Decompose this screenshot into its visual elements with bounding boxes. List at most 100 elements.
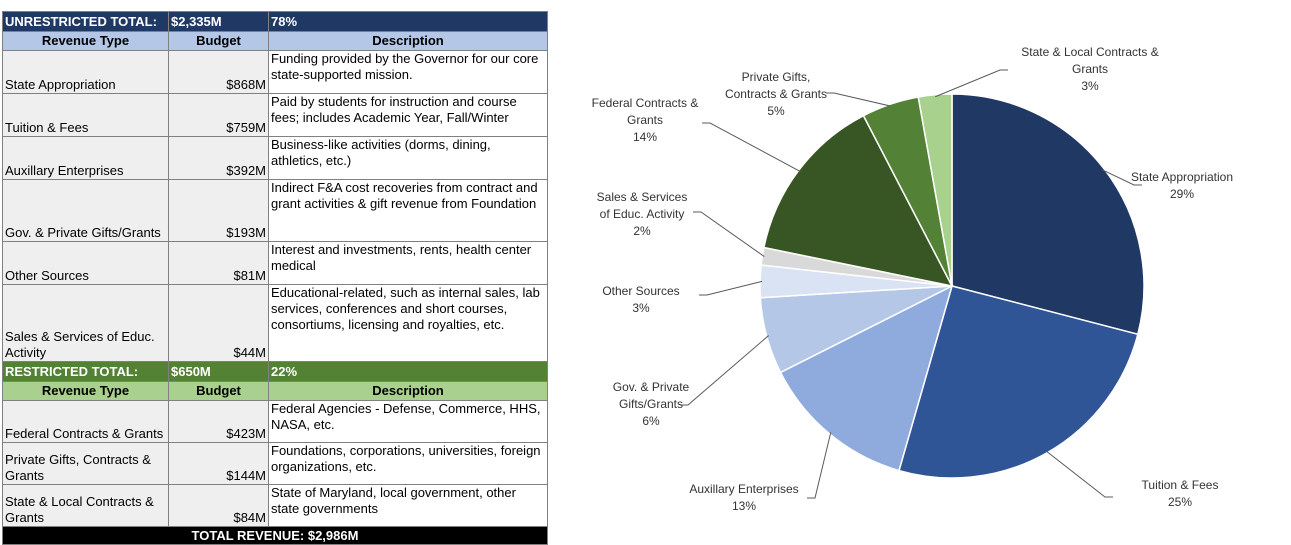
- slice-label: Federal Contracts & Grants 14%: [592, 96, 699, 144]
- description-cell: State of Maryland, local government, oth…: [268, 484, 548, 527]
- slice-name: Sales & Services: [597, 190, 688, 204]
- unrestricted-total-row: UNRESTRICTED TOTAL: $2,335M 78%: [2, 11, 548, 32]
- leader-line: [935, 69, 1008, 98]
- table-row: Sales & Services of Educ. Activity $44M Ed…: [2, 284, 548, 362]
- slice-name: Other Sources: [602, 284, 679, 298]
- table-row: Other Sources $81M Interest and investment…: [2, 241, 548, 285]
- slice-name: Private Gifts,: [742, 70, 811, 84]
- header-description: Description: [268, 31, 548, 51]
- leader-line: [702, 122, 801, 172]
- budget-cell: $868M: [168, 50, 269, 94]
- slice-label: Auxillary Enterprises 13%: [689, 482, 798, 513]
- slice-label: Gov. & Private Gifts/Grants 6%: [613, 380, 690, 428]
- description-cell: Foundations, corporations, universities,…: [268, 442, 548, 485]
- slice-name: Gov. & Private: [613, 380, 690, 394]
- description-cell: Paid by students for instruction and cou…: [268, 93, 548, 137]
- leader-line: [680, 335, 769, 406]
- revenue-type-cell: Gov. & Private Gifts/Grants: [2, 179, 169, 242]
- slice-percent: 13%: [732, 499, 756, 513]
- slice-label: Private Gifts, Contracts & Grants 5%: [725, 70, 827, 118]
- leader-line: [1045, 450, 1113, 498]
- restricted-total-row-label: RESTRICTED TOTAL:: [2, 361, 169, 382]
- slice-percent: 14%: [633, 130, 657, 144]
- revenue-type-cell: Federal Contracts & Grants: [2, 400, 169, 443]
- header-description: Description: [268, 381, 548, 401]
- leader-line: [826, 92, 891, 107]
- budget-cell: $84M: [168, 484, 269, 527]
- description-cell: Interest and investments, rents, health …: [268, 241, 548, 285]
- slice-percent: 3%: [1081, 79, 1099, 93]
- description-cell: Business-like activities (dorms, dining,…: [268, 136, 548, 180]
- unrestricted-header-row: Revenue Type Budget Description: [2, 31, 548, 51]
- leader-line: [693, 211, 765, 257]
- slice-name: Auxillary Enterprises: [689, 482, 798, 496]
- header-revenue-type: Revenue Type: [2, 31, 169, 51]
- revenue-type-cell: Sales & Services of Educ. Activity: [2, 284, 169, 362]
- description-cell: Indirect F&A cost recoveries from contra…: [268, 179, 548, 242]
- revenue-table: UNRESTRICTED TOTAL: $2,335M 78% Revenue Typ…: [2, 11, 548, 545]
- budget-cell: $44M: [168, 284, 269, 362]
- revenue-type-cell: Other Sources: [2, 241, 169, 285]
- leader-line: [699, 280, 763, 296]
- budget-cell: $81M: [168, 241, 269, 285]
- table-row: Gov. & Private Gifts/Grants $193M Indirect…: [2, 179, 548, 242]
- revenue-type-cell: State & Local Contracts & Grants: [2, 484, 169, 527]
- slice-name: Tuition & Fees: [1142, 478, 1219, 492]
- header-budget: Budget: [168, 381, 269, 401]
- revenue-type-cell: Private Gifts, Contracts & Grants: [2, 442, 169, 485]
- slice-percent: 29%: [1170, 187, 1194, 201]
- table-row: Auxillary Enterprises $392M Business-like …: [2, 136, 548, 180]
- total-revenue: TOTAL REVENUE: $2,986M: [2, 526, 548, 545]
- slice-name-line: of Educ. Activity: [600, 207, 685, 221]
- header-revenue-type: Revenue Type: [2, 381, 169, 401]
- table-row: State & Local Contracts & Grants $84M Stat…: [2, 484, 548, 527]
- slice-name: Federal Contracts &: [592, 96, 699, 110]
- unrestricted-total-row-label: UNRESTRICTED TOTAL:: [2, 11, 169, 32]
- slice-name: State Appropriation: [1131, 170, 1233, 184]
- slice-percent: 25%: [1168, 495, 1192, 509]
- restricted-total-row-budget: $650M: [168, 361, 269, 382]
- budget-cell: $423M: [168, 400, 269, 443]
- slice-label: Tuition & Fees 25%: [1142, 478, 1219, 509]
- slice-label: State Appropriation 29%: [1131, 170, 1233, 201]
- leader-line: [1102, 169, 1142, 186]
- leader-line: [807, 432, 832, 499]
- slice-percent: 3%: [632, 301, 650, 315]
- restricted-total-row-pct: 22%: [268, 361, 548, 382]
- pie-slice: [898, 285, 1139, 479]
- revenue-type-cell: State Appropriation: [2, 50, 169, 94]
- slice-name-line: Gifts/Grants: [619, 397, 683, 411]
- revenue-type-cell: Auxillary Enterprises: [2, 136, 169, 180]
- description-cell: Funding provided by the Governor for our…: [268, 50, 548, 94]
- description-cell: Federal Agencies - Defense, Commerce, HH…: [268, 400, 548, 443]
- restricted-header-row: Revenue Type Budget Description: [2, 381, 548, 401]
- unrestricted-total-row-pct: 78%: [268, 11, 548, 32]
- description-cell: Educational-related, such as internal sa…: [268, 284, 548, 362]
- restricted-total-row: RESTRICTED TOTAL: $650M 22%: [2, 361, 548, 382]
- slice-name-line: Grants: [1072, 62, 1108, 76]
- table-row: Private Gifts, Contracts & Grants $144M Fo…: [2, 442, 548, 485]
- table-row: Tuition & Fees $759M Paid by students for …: [2, 93, 548, 137]
- budget-cell: $759M: [168, 93, 269, 137]
- pie-slice: [779, 284, 954, 472]
- revenue-pie-chart: State Appropriation 29% Tuition & Fees 25% A…: [592, 45, 1233, 513]
- unrestricted-total-row-budget: $2,335M: [168, 11, 269, 32]
- pie-slice: [917, 93, 953, 287]
- slice-name-line: Grants: [627, 113, 663, 127]
- budget-cell: $392M: [168, 136, 269, 180]
- pie-slice: [951, 93, 1145, 336]
- budget-cell: $144M: [168, 442, 269, 485]
- slice-label: Sales & Services of Educ. Activity 2%: [597, 190, 688, 238]
- table-row: Federal Contracts & Grants $423M Federal A…: [2, 400, 548, 443]
- slice-label: Other Sources 3%: [602, 284, 679, 315]
- total-revenue-row: TOTAL REVENUE: $2,986M: [2, 526, 548, 545]
- slice-name-line: Contracts & Grants: [725, 87, 827, 101]
- header-budget: Budget: [168, 31, 269, 51]
- revenue-type-cell: Tuition & Fees: [2, 93, 169, 137]
- slice-name: State & Local Contracts &: [1021, 45, 1158, 59]
- slice-percent: 6%: [642, 414, 660, 428]
- slice-label: State & Local Contracts & Grants 3%: [1021, 45, 1158, 93]
- slice-percent: 5%: [767, 104, 785, 118]
- table-row: State Appropriation $868M Funding provided…: [2, 50, 548, 94]
- budget-cell: $193M: [168, 179, 269, 242]
